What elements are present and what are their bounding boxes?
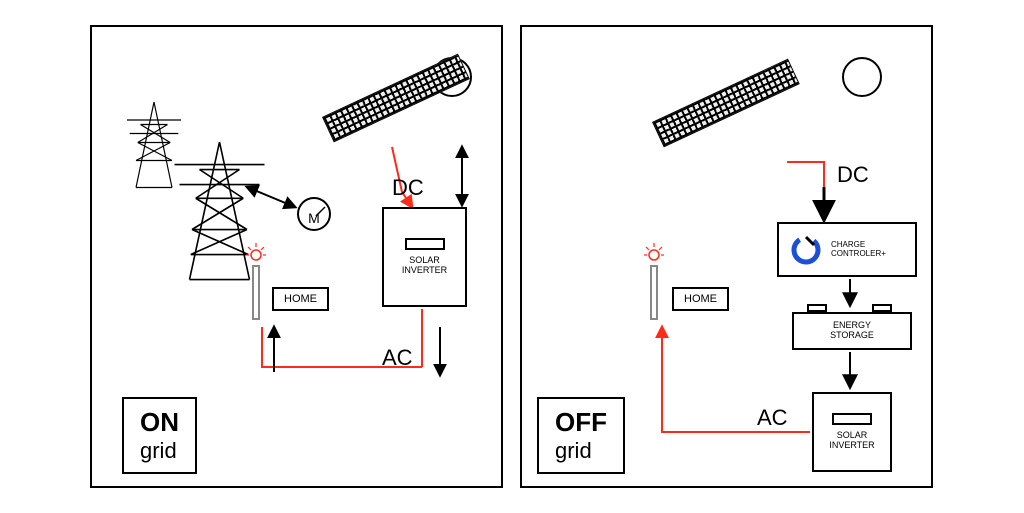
battery-terminal-icon (872, 304, 892, 312)
on-grid-panel: M DC SOLAR INVERTER HOME AC ON grid (90, 25, 503, 488)
bulb-icon (644, 243, 664, 263)
ac-label: AC (757, 405, 788, 431)
lamp-post-icon (650, 265, 658, 320)
battery-terminal-icon (807, 304, 827, 312)
meter-icon: M (297, 197, 331, 231)
lamp-post-icon (252, 265, 260, 320)
dc-wire (787, 162, 824, 192)
dc-label: DC (837, 162, 869, 188)
grid-mode-box: ON grid (122, 397, 197, 474)
bulb-icon (246, 243, 266, 263)
meter-label: M (308, 210, 320, 226)
grid-title: OFF (555, 407, 607, 438)
solar-inverter-box: SOLAR INVERTER (382, 207, 467, 307)
energy-storage-box: ENERGY STORAGE (792, 312, 912, 350)
grid-subtitle: grid (555, 438, 607, 464)
inverter-screen-icon (832, 413, 872, 425)
solar-panel-icon (322, 54, 470, 143)
home-label: HOME (284, 293, 317, 305)
solar-panel-icon (652, 59, 800, 148)
grid-subtitle: grid (140, 438, 179, 464)
transmission-tower-icon (127, 102, 265, 280)
home-box: HOME (272, 287, 329, 311)
ac-label: AC (382, 345, 413, 371)
home-label: HOME (684, 293, 717, 305)
grid-title: ON (140, 407, 179, 438)
grid-mode-box: OFF grid (537, 397, 625, 474)
inverter-label-2: INVERTER (829, 441, 874, 451)
off-grid-panel: DC CHARGE CONTROLER+ ENERGY STORAGE SOLA… (520, 25, 933, 488)
dc-label: DC (392, 175, 424, 201)
power-icon (789, 233, 823, 267)
charge-label-2: CONTROLER+ (831, 250, 886, 259)
storage-label-2: STORAGE (830, 331, 874, 341)
grid-meter-arrow (247, 187, 295, 207)
solar-inverter-box: SOLAR INVERTER (812, 392, 892, 472)
inverter-label-2: INVERTER (402, 266, 447, 276)
charge-controller-box: CHARGE CONTROLER+ (777, 222, 917, 277)
inverter-screen-icon (405, 238, 445, 250)
home-box: HOME (672, 287, 729, 311)
sun-icon (842, 57, 882, 97)
